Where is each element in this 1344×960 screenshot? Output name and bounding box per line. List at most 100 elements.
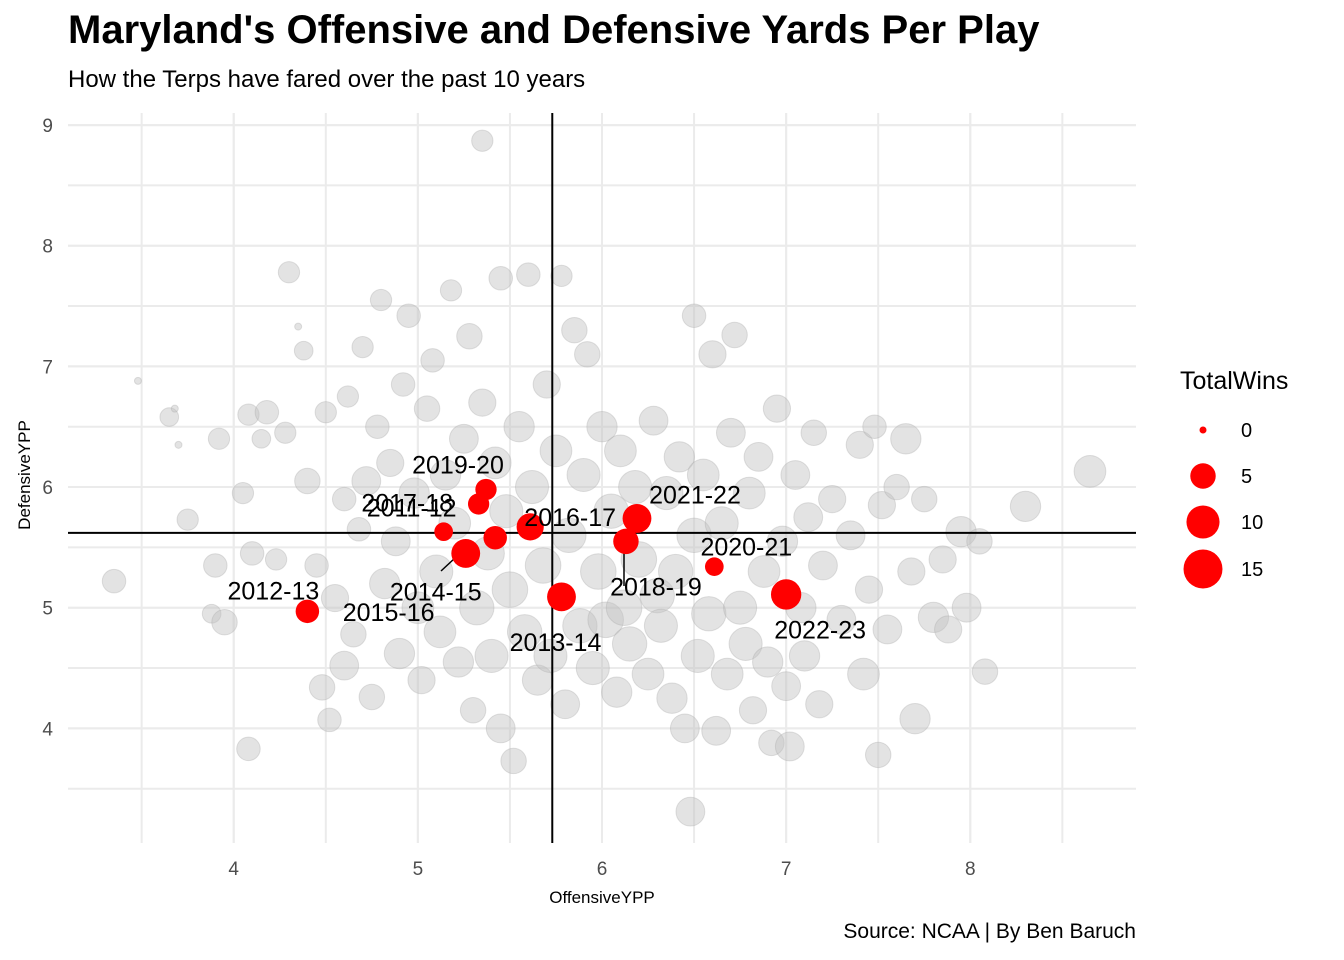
background-point	[308, 674, 336, 701]
background-point	[442, 646, 475, 678]
background-point	[277, 261, 301, 284]
background-point	[574, 341, 601, 368]
background-point	[854, 575, 884, 604]
background-point	[675, 796, 706, 827]
season-label: 2012-13	[228, 577, 320, 605]
background-point	[601, 676, 633, 708]
background-point	[317, 707, 342, 733]
background-point	[698, 340, 727, 369]
legend-key-circle	[1190, 463, 1216, 489]
background-point	[701, 715, 732, 746]
grid-lines	[68, 113, 1136, 843]
chart-title: Maryland's Offensive and Defensive Yards…	[68, 8, 1040, 52]
background-point	[758, 729, 785, 757]
background-point	[514, 470, 550, 505]
background-point	[663, 441, 696, 473]
background-point	[488, 266, 513, 291]
y-axis-title: DefensiveYPP	[15, 420, 34, 530]
background-point	[478, 446, 512, 480]
background-point	[550, 689, 581, 720]
background-point	[680, 638, 715, 674]
background-point	[845, 430, 874, 459]
background-point	[429, 459, 462, 491]
background-point	[401, 591, 435, 625]
background-point	[174, 440, 183, 449]
background-point	[890, 423, 922, 455]
background-point	[336, 385, 360, 408]
legend-key-label: 10	[1241, 512, 1263, 534]
background-point	[407, 666, 436, 695]
maryland-season-point	[467, 493, 490, 515]
background-point	[618, 470, 653, 505]
x-tick-label: 6	[597, 859, 608, 880]
background-point	[966, 528, 993, 555]
background-point	[928, 545, 957, 574]
legend-key-circle	[1183, 549, 1223, 589]
background-point	[867, 491, 896, 520]
background-point	[752, 646, 784, 678]
background-point	[639, 577, 675, 614]
background-point	[351, 466, 382, 496]
y-tick-label: 6	[42, 478, 53, 499]
background-point	[524, 547, 562, 584]
reference-lines	[68, 113, 1136, 843]
leader-line	[440, 557, 456, 572]
background-point	[274, 421, 297, 444]
background-point	[649, 476, 684, 511]
background-point	[456, 322, 483, 350]
legend-key-label: 15	[1241, 559, 1263, 581]
background-point	[771, 671, 802, 702]
background-point	[611, 626, 648, 662]
background-point	[383, 637, 416, 670]
background-point	[516, 262, 541, 287]
legend-key-label: 5	[1241, 466, 1252, 488]
background-point	[293, 340, 314, 361]
background-point	[506, 614, 543, 650]
background-point	[500, 747, 527, 775]
background-point	[587, 601, 624, 639]
maryland-season-point	[704, 557, 724, 577]
background-point	[566, 457, 601, 493]
background-point	[358, 683, 386, 711]
background-point	[236, 736, 261, 762]
background-point	[586, 411, 618, 443]
x-tick-label: 5	[413, 859, 424, 880]
background-point	[101, 568, 127, 594]
background-point	[762, 394, 792, 423]
background-point	[1009, 490, 1042, 523]
background-point	[201, 603, 222, 624]
background-point	[329, 650, 360, 681]
season-label: 2015-16	[343, 599, 435, 627]
background-point	[561, 316, 588, 344]
legend-key-label: 0	[1241, 420, 1252, 442]
background-point	[691, 596, 727, 632]
x-tick-label: 7	[781, 859, 792, 880]
background-point	[780, 460, 811, 490]
season-label: 2020-21	[700, 534, 792, 562]
background-point	[351, 335, 374, 359]
size-legend: TotalWins 0 5 10 15	[1180, 367, 1288, 589]
background-point	[681, 303, 707, 328]
background-point	[743, 441, 774, 472]
background-point	[604, 434, 637, 468]
background-point	[489, 494, 524, 529]
season-label: 2017-18	[361, 490, 453, 518]
background-point	[669, 713, 700, 744]
background-point	[211, 608, 238, 636]
background-point	[237, 403, 260, 426]
background-point	[369, 567, 401, 600]
background-point	[872, 614, 903, 645]
y-tick-label: 7	[42, 357, 53, 378]
background-point	[340, 621, 367, 648]
maryland-season-point	[622, 504, 652, 533]
x-tick-label: 4	[228, 859, 239, 880]
background-point	[656, 682, 688, 714]
season-label: 2016-17	[524, 504, 616, 532]
background-point	[133, 376, 142, 385]
background-point	[704, 506, 739, 541]
background-point	[420, 348, 445, 373]
background-point	[934, 615, 963, 644]
x-tick-label: 8	[965, 859, 976, 880]
background-point	[793, 502, 824, 533]
